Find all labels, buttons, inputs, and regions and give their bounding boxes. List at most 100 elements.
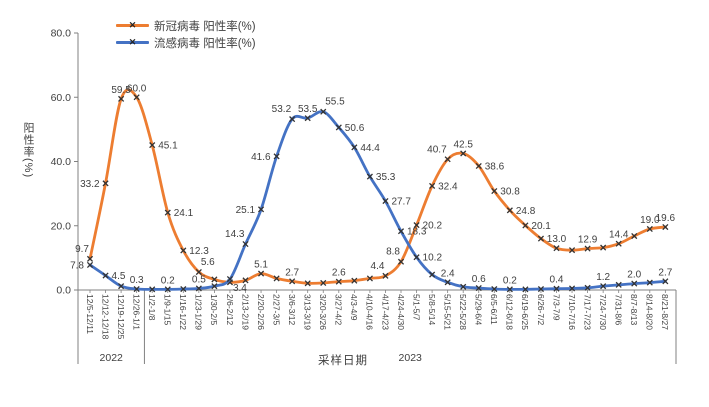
x-marker-icon [600,283,607,290]
x-marker-icon [413,222,420,229]
x-marker-icon [413,254,420,261]
x-marker-icon [226,276,234,283]
x-marker-icon [133,285,140,293]
x-marker-icon [102,180,109,187]
covid-data-label: 2.6 [332,268,346,279]
x-marker-icon [460,283,467,290]
x-category-label: 5/15-5/21 [442,294,452,330]
x-marker-icon [242,277,249,284]
covid-data-label: 20.2 [423,221,443,232]
x-marker-icon [195,285,202,292]
x-marker-icon [149,286,156,293]
covid-data-label: 30.8 [500,187,520,198]
x-marker-icon [584,245,591,252]
covid-data-label: 5.6 [201,257,215,268]
covid-legend-label: 新冠病毒 阳性率(%) [154,20,256,33]
x-category-label: 6/19-6/25 [520,294,530,330]
y-tick-label: 0.0 [56,285,71,297]
x-marker-icon [553,245,560,252]
x-marker-icon [615,281,622,288]
covid-data-label: 45.1 [158,141,178,152]
flu-data-label: 2.4 [441,268,455,279]
covid-data-label: 2.7 [285,267,299,278]
covid-data-label: 42.5 [453,139,473,150]
x-marker-icon [273,153,280,160]
x-marker-icon [382,197,389,205]
x-marker-icon [195,268,202,276]
flu-data-label: 1.2 [596,272,610,283]
flu-data-label: 0.4 [550,275,564,286]
x-axis-title: 采样日期 [318,355,368,367]
year-group-label: 2022 [100,352,124,364]
covid-series-markers [86,94,669,287]
x-category-label: 1/9-1/15 [163,294,173,325]
x-marker-icon [149,142,156,149]
covid-series-line [88,88,667,285]
covid-data-label: 60.0 [127,83,147,94]
covid-data-label: 12.9 [578,235,598,246]
x-marker-icon [491,187,498,195]
x-category-label: 3/6-3/12 [287,294,297,325]
x-marker-icon [631,280,638,287]
x-marker-icon [460,150,467,157]
flu-data-label: 0.2 [503,275,517,286]
x-marker-icon [522,286,529,293]
x-marker-icon [662,223,669,231]
flu-data-label: 35.3 [376,172,396,183]
legend-item-flu: ✕ 流感病毒 阳性率(%) [116,34,256,51]
flu-data-label: 27.7 [391,197,411,208]
flu-data-label: 2.7 [658,267,672,278]
x-category-label: 8/14-8/20 [645,294,655,330]
x-category-label: 1/23-1/29 [194,294,204,330]
covid-data-label: 59.5 [111,85,131,96]
x-marker-icon [506,207,513,214]
x-marker-icon [164,209,171,216]
x-marker-icon [600,244,607,251]
x-category-label: 6/12-6/18 [505,294,515,330]
x-marker-icon [86,261,94,269]
x-category-label: 2/13-2/19 [240,294,250,330]
flu-data-label: 50.6 [345,123,365,134]
x-category-label: 5/1-5/7 [411,294,421,321]
x-marker-icon [304,280,311,287]
x-marker-icon [289,116,296,123]
x-marker-icon [320,108,327,115]
flu-data-label: 14.3 [225,229,245,240]
x-marker-icon [118,283,125,290]
covid-data-label: 24.8 [516,206,536,217]
x-marker-icon [475,285,482,292]
legend-item-covid: ✕ 新冠病毒 阳性率(%) [116,17,256,34]
covid-data-label: 8.8 [386,247,400,258]
x-marker-icon [444,279,451,286]
y-tick-label: 80.0 [51,28,72,40]
x-category-label: 8/21-8/27 [660,294,670,330]
covid-data-label: 13.0 [547,234,567,245]
x-marker-icon [180,285,187,293]
x-marker-icon [491,285,498,293]
x-marker-icon [568,247,576,254]
flu-data-label: 0.5 [192,274,206,285]
covid-data-label: 40.7 [427,144,447,155]
flu-data-label: 44.4 [360,143,380,154]
x-marker-icon: ✕ [128,19,137,30]
x-category-label: 5/8-5/14 [427,294,437,325]
x-category-label: 5/22-5/28 [458,294,468,330]
covid-data-label: 4.4 [371,261,385,272]
x-marker-icon [273,275,280,282]
x-marker-icon [102,272,109,279]
x-category-label: 7/24-7/30 [598,294,608,330]
y-tick-label: 60.0 [51,92,72,104]
x-category-label: 1/16-1/22 [178,294,188,330]
flu-data-label: 4.5 [112,271,126,282]
covid-data-label: 38.6 [485,161,505,172]
x-marker-icon [257,270,265,277]
x-marker-icon [397,228,405,235]
covid-data-label: 19.6 [656,213,676,224]
x-category-label: 6/26-7/2 [536,294,546,325]
x-marker-icon [366,173,373,180]
x-marker-icon [646,279,653,286]
x-marker-icon [506,286,513,293]
y-axis-title: 阳性率(%) [22,122,34,179]
